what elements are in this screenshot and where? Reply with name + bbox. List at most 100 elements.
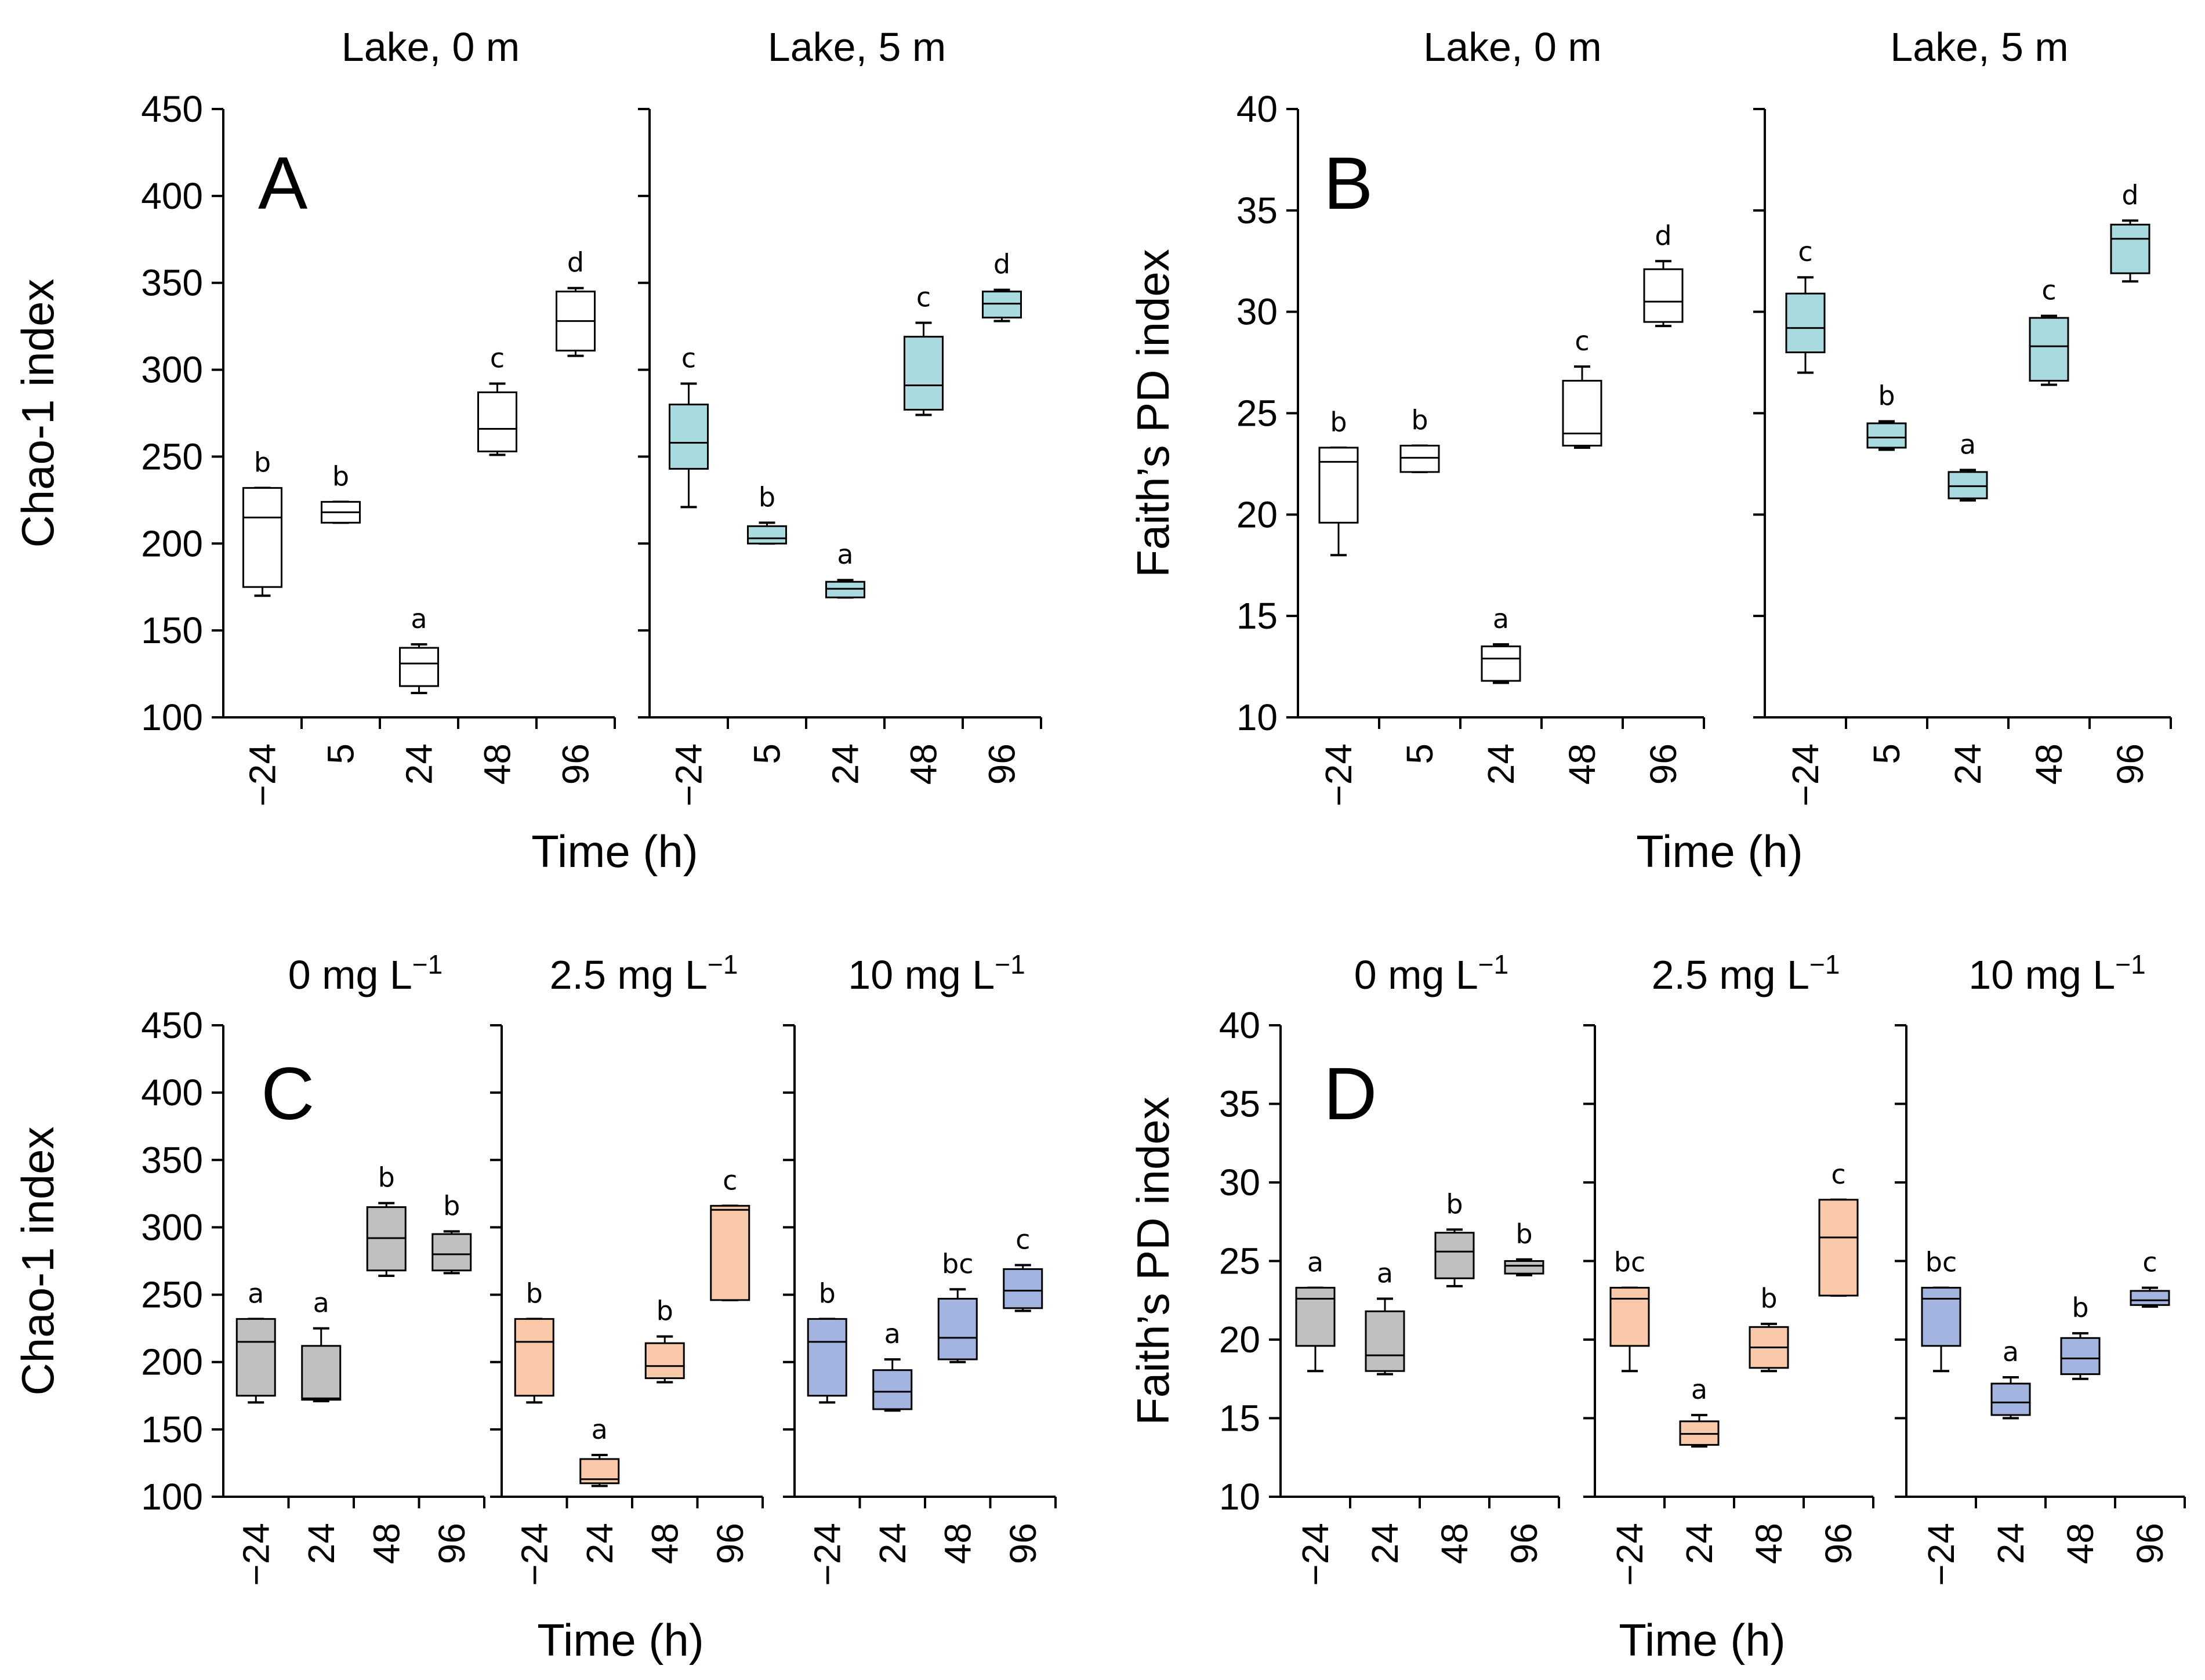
significance-letter: a [1307,1247,1323,1278]
subplot-title: 0 mg L−1 [288,949,443,997]
box-iqr [872,1369,913,1410]
box: c [1562,325,1602,449]
box: c [710,1164,750,1301]
x-tick-label: 48 [903,743,945,785]
box: d [982,249,1022,322]
box: a [399,603,439,695]
box-iqr [1318,447,1359,524]
subplot-d-3: 10 mg L−1 −24 bc 24 a 48 b 96 c [1895,949,2186,1586]
box: a [1990,1336,2031,1420]
y-axis-title: Chao-1 index [12,1127,63,1396]
x-axis-title: Time (h) [1636,826,1803,877]
x-tick-label: 24 [872,1523,913,1564]
x-tick-label: 48 [1748,1523,1790,1564]
y-tick-label: 20 [1219,1319,1260,1360]
x-tick-label: 48 [1434,1523,1475,1564]
box: b [1434,1188,1475,1287]
y-tick-label: 30 [1219,1162,1260,1203]
x-axis-title: Time (h) [1619,1614,1785,1666]
y-tick-label: 350 [141,262,203,304]
box: bc [1609,1247,1650,1373]
box: a [1481,603,1521,684]
x-tick-label: 96 [431,1523,473,1564]
box: b [1866,380,1907,451]
box-iqr [301,1345,342,1401]
significance-letter: b [759,481,775,513]
significance-letter: b [526,1278,543,1309]
x-tick-label: 24 [579,1523,621,1564]
y-tick-label: 25 [1236,393,1278,434]
box: a [235,1278,276,1404]
significance-letter: a [592,1414,608,1445]
x-tick-label: 5 [746,743,788,764]
x-tick-label: 96 [1002,1523,1044,1564]
box-iqr [807,1318,847,1397]
significance-letter: c [723,1164,737,1196]
x-tick-label: −24 [235,1523,277,1586]
y-axis-title: Faith’s PD index [1127,1097,1178,1425]
x-tick-label: −24 [1609,1523,1651,1586]
box-iqr [644,1342,685,1380]
subplot-title: 2.5 mg L−1 [1652,949,1840,997]
panel-letter: A [258,142,308,225]
box-iqr [747,525,787,545]
y-tick-label: 10 [1236,696,1278,738]
panel-a: Chao-1 index Time (h) A Lake, 0 m 100 150 200 2… [12,24,1042,877]
significance-letter: d [2121,179,2138,211]
significance-letter: b [332,460,349,492]
y-tick-label: 15 [1219,1398,1260,1439]
box: b [1749,1283,1789,1373]
significance-letter: b [1515,1218,1532,1250]
x-tick-label: 24 [1990,1523,2032,1564]
panel-letter: B [1323,142,1373,225]
box-iqr [1866,422,1907,449]
box-iqr [431,1233,472,1272]
panel-b: Faith’s PD index Time (h) B Lake, 0 m 10 15 20… [1127,24,2172,877]
subplot-c-1: 0 mg L−1 100 150 200 250 300 350 400 450 −24 a 24 a 4… [141,949,485,1586]
box: d [556,247,596,357]
box-iqr [1818,1199,1859,1297]
subplot-c-3: 10 mg L−1 −24 b 24 a 48 bc 96 c [783,949,1057,1586]
x-tick-label: −24 [242,743,284,807]
x-tick-label: 48 [1561,743,1603,785]
y-tick-label: 350 [141,1139,203,1181]
box: c [1003,1224,1043,1312]
box: c [904,282,944,416]
box-iqr [477,391,517,452]
box-iqr [1504,1260,1544,1275]
subplot-title: 10 mg L−1 [848,949,1025,997]
y-tick-label: 30 [1236,291,1278,333]
y-tick-label: 10 [1219,1476,1260,1518]
significance-letter: b [819,1278,836,1309]
box-iqr [514,1318,554,1397]
significance-letter: b [657,1296,673,1327]
significance-letter: c [1798,236,1812,267]
significance-letter: c [490,343,505,374]
x-tick-label: 5 [1866,743,1907,764]
y-tick-label: 100 [141,1476,203,1518]
y-tick-label: 150 [141,1409,203,1450]
box-iqr [710,1204,750,1301]
subplot-title: 0 mg L−1 [1354,949,1508,997]
subplot-b-1: Lake, 0 m 10 15 20 25 30 35 40 −24 b 5 b 24 a 48 c 96 d [1236,24,1705,807]
box-iqr [1947,471,1988,499]
box: b [1318,407,1359,557]
y-tick-label: 200 [141,522,203,564]
significance-letter: b [443,1190,460,1221]
subplot-a-1: Lake, 0 m 100 150 200 250 300 350 400 450 −24 b 5 b 2… [141,24,616,807]
y-tick-label: 35 [1236,190,1278,231]
x-axis-title: Time (h) [531,826,698,877]
x-tick-label: 96 [555,743,597,785]
significance-letter: c [1016,1224,1030,1255]
box-iqr [1399,444,1440,473]
significance-letter: a [411,603,427,634]
x-tick-label: 96 [2109,743,2151,785]
subplot-title: Lake, 5 m [768,24,946,70]
y-tick-label: 450 [141,88,203,130]
box: bc [937,1248,978,1363]
box: a [1365,1258,1405,1376]
box: b [644,1296,685,1384]
panel-letter: D [1323,1053,1377,1135]
box: a [1295,1247,1336,1373]
significance-letter: bc [1925,1247,1957,1278]
